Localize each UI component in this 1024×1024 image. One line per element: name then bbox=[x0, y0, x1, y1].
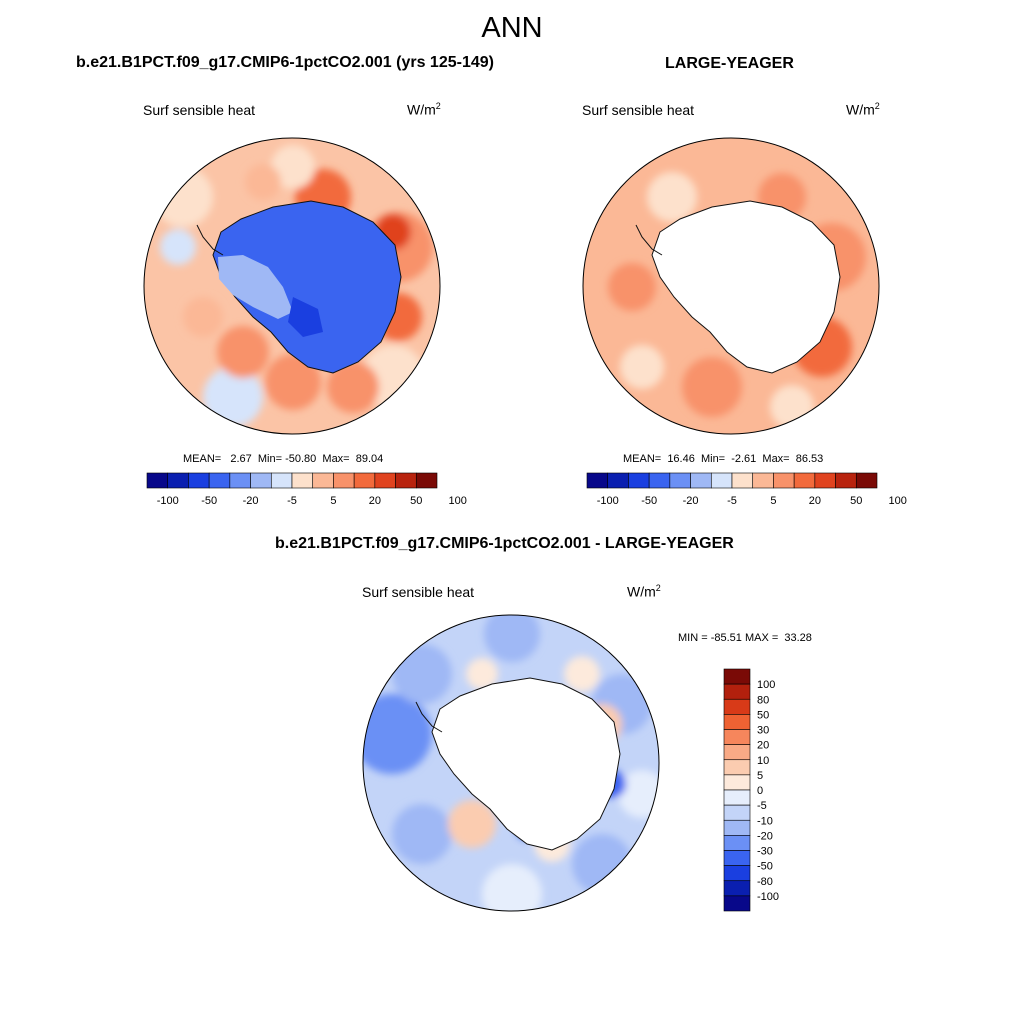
left-colorbar-tick-label: -50 bbox=[201, 495, 217, 507]
left-variable-label: Surf sensible heat bbox=[143, 102, 256, 118]
diff-polar-map bbox=[362, 614, 660, 912]
right-colorbar-swatch bbox=[773, 472, 795, 489]
left-colorbar-tick-label: 100 bbox=[449, 495, 467, 507]
left-colorbar-swatch bbox=[229, 472, 251, 489]
diff-colorbar-tick-label: 0 bbox=[757, 785, 763, 797]
left-colorbar-tick-label: 20 bbox=[369, 495, 381, 507]
right-colorbar-swatch bbox=[669, 472, 691, 489]
diff-colorbar-swatch bbox=[723, 819, 751, 836]
diff-variable-label: Surf sensible heat bbox=[362, 584, 475, 600]
left-colorbar-swatch bbox=[270, 472, 293, 489]
right-colorbar-swatch bbox=[586, 472, 609, 489]
right-colorbar-swatch bbox=[731, 472, 754, 489]
left-unit-label: W/m2 bbox=[407, 101, 441, 118]
diff-colorbar-tick-label: 10 bbox=[757, 755, 769, 767]
diff-colorbar-swatch bbox=[723, 759, 751, 776]
diff-colorbar-swatch bbox=[723, 668, 751, 685]
diff-colorbar-swatch bbox=[723, 714, 751, 730]
left-colorbar-swatch bbox=[250, 472, 272, 489]
left-polar-map bbox=[143, 137, 441, 435]
diff-colorbar-tick-label: -50 bbox=[757, 861, 773, 873]
left-colorbar-tick-label: 50 bbox=[410, 495, 422, 507]
left-colorbar-swatch bbox=[353, 472, 376, 489]
right-colorbar-tick-label: -100 bbox=[597, 495, 619, 507]
diff-colorbar-tick-label: -30 bbox=[757, 846, 773, 858]
right-stats: MEAN= 16.46 Min= -2.61 Max= 86.53 bbox=[623, 453, 824, 465]
diff-stats: MIN = -85.51 MAX = 33.28 bbox=[678, 632, 812, 644]
right-colorbar-swatch bbox=[628, 472, 650, 489]
diff-colorbar-swatch bbox=[723, 865, 751, 882]
right-colorbar-tick-label: -20 bbox=[683, 495, 699, 507]
left-colorbar-tick-label: -5 bbox=[287, 495, 297, 507]
diff-colorbar-swatch bbox=[723, 683, 751, 700]
diff-colorbar-swatch bbox=[723, 804, 751, 821]
left-colorbar-swatch bbox=[333, 472, 355, 489]
diff-colorbar-swatch bbox=[723, 698, 751, 715]
left-colorbar-swatch bbox=[312, 472, 334, 489]
diff-panel-title: b.e21.B1PCT.f09_g17.CMIP6-1pctCO2.001 - … bbox=[275, 535, 734, 552]
left-colorbar-tick-label: -100 bbox=[157, 495, 179, 507]
right-polar-map bbox=[582, 137, 880, 435]
left-colorbar-swatch bbox=[146, 472, 169, 489]
diff-colorbar-tick-label: 80 bbox=[757, 694, 769, 706]
diff-colorbar-swatch bbox=[723, 744, 751, 761]
diff-colorbar-tick-label: 30 bbox=[757, 725, 769, 737]
diff-unit-label: W/m2 bbox=[627, 583, 661, 600]
right-colorbar-swatch bbox=[855, 472, 878, 489]
diff-colorbar-tick-label: -20 bbox=[757, 830, 773, 842]
diff-colorbar-tick-label: 20 bbox=[757, 740, 769, 752]
right-variable-label: Surf sensible heat bbox=[582, 102, 695, 118]
right-panel-title: LARGE-YEAGER bbox=[665, 55, 794, 72]
right-colorbar-swatch bbox=[814, 472, 836, 489]
right-colorbar: -100 -50 -20 -5 5 20 50 100 bbox=[586, 472, 907, 507]
diff-colorbar-swatch bbox=[723, 880, 751, 897]
diff-colorbar-swatch bbox=[723, 850, 751, 866]
right-colorbar-tick-label: -50 bbox=[641, 495, 657, 507]
right-colorbar-swatch bbox=[835, 472, 857, 489]
right-colorbar-tick-label: 5 bbox=[770, 495, 776, 507]
diff-colorbar-swatch bbox=[723, 774, 751, 791]
left-colorbar-tick-label: -20 bbox=[243, 495, 259, 507]
left-colorbar-swatch bbox=[188, 472, 210, 489]
right-colorbar-swatch bbox=[710, 472, 733, 489]
main-title: ANN bbox=[481, 12, 543, 44]
right-unit-label: W/m2 bbox=[846, 101, 880, 118]
diff-colorbar-tick-label: -80 bbox=[757, 876, 773, 888]
right-colorbar-swatch bbox=[607, 472, 629, 489]
left-colorbar-swatch bbox=[167, 472, 189, 489]
left-colorbar-swatch bbox=[291, 472, 314, 489]
diff-colorbar-tick-label: 5 bbox=[757, 770, 763, 782]
diff-colorbar-swatch bbox=[723, 729, 751, 745]
diff-colorbar-tick-label: -5 bbox=[757, 800, 767, 812]
diff-colorbar-swatch bbox=[723, 895, 751, 912]
diff-colorbar-tick-label: -10 bbox=[757, 815, 773, 827]
left-colorbar-tick-label: 5 bbox=[330, 495, 336, 507]
right-colorbar-tick-label: -5 bbox=[727, 495, 737, 507]
left-colorbar-swatch bbox=[395, 472, 417, 489]
left-colorbar-swatch bbox=[415, 472, 438, 489]
left-colorbar-swatch bbox=[208, 472, 231, 489]
left-stats: MEAN= 2.67 Min= -50.80 Max= 89.04 bbox=[183, 453, 384, 465]
diff-colorbar-swatch bbox=[723, 835, 751, 851]
diff-colorbar-swatch bbox=[723, 789, 751, 806]
diff-colorbar-tick-label: 50 bbox=[757, 709, 769, 721]
right-colorbar-tick-label: 100 bbox=[889, 495, 907, 507]
right-colorbar-swatch bbox=[648, 472, 671, 489]
right-colorbar-tick-label: 20 bbox=[809, 495, 821, 507]
diff-colorbar-tick-label: 100 bbox=[757, 679, 775, 691]
right-colorbar-swatch bbox=[690, 472, 712, 489]
right-colorbar-tick-label: 50 bbox=[850, 495, 862, 507]
left-colorbar: -100 -50 -20 -5 5 20 50 100 bbox=[146, 472, 467, 507]
diff-colorbar-tick-label: -100 bbox=[757, 891, 779, 903]
left-colorbar-swatch bbox=[374, 472, 396, 489]
left-panel-title: b.e21.B1PCT.f09_g17.CMIP6-1pctCO2.001 (y… bbox=[76, 54, 494, 71]
right-colorbar-swatch bbox=[752, 472, 774, 489]
right-colorbar-swatch bbox=[793, 472, 816, 489]
